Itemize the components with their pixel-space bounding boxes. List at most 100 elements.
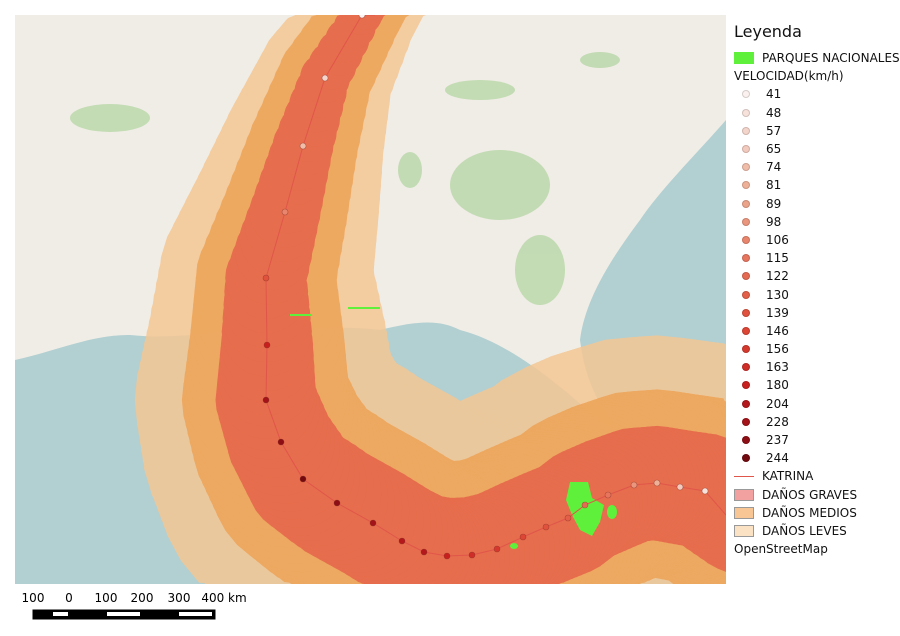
speed-dot-icon: [742, 436, 750, 445]
legend-label: DAÑOS LEVES: [762, 523, 847, 538]
speed-dot-icon: [742, 326, 750, 335]
medios-swatch: [734, 506, 754, 519]
legend-item-speed: 89: [734, 195, 900, 213]
speed-dot-icon: [742, 290, 750, 299]
speed-dot-icon: [742, 145, 750, 154]
legend-item-speed: 237: [734, 431, 900, 449]
legend-label: 180: [766, 378, 789, 393]
track-point[interactable]: [604, 491, 612, 499]
track-point[interactable]: [281, 208, 289, 216]
legend-item-speed: 204: [734, 395, 900, 413]
track-point[interactable]: [468, 551, 476, 559]
speed-dot-icon: [742, 90, 750, 99]
legend-basemap: OpenStreetMap: [734, 542, 828, 557]
scale-label: 0: [65, 591, 73, 605]
track-point[interactable]: [564, 514, 572, 522]
legend-item-graves: DAÑOS GRAVES: [734, 486, 900, 504]
parks-swatch: [734, 52, 754, 65]
legend-label: 115: [766, 251, 789, 266]
legend-item-speed: 48: [734, 104, 900, 122]
legend-item-leves: DAÑOS LEVES: [734, 522, 900, 540]
track-point[interactable]: [299, 142, 307, 150]
legend: Leyenda PARQUES NACIONALES VELOCIDAD(km/…: [734, 20, 900, 558]
track-point[interactable]: [653, 479, 661, 487]
legend-label: 156: [766, 342, 789, 357]
speed-dot-icon: [742, 108, 750, 117]
legend-item-speed: 244: [734, 449, 900, 467]
scale-bar-graphic: [32, 609, 216, 620]
track-point[interactable]: [369, 519, 377, 527]
scale-label: 400 km: [201, 591, 247, 605]
track-point[interactable]: [542, 523, 550, 531]
scale-label: 100: [21, 591, 45, 605]
speed-dot-icon: [742, 454, 750, 463]
leves-swatch: [734, 524, 754, 537]
legend-item-speed: 106: [734, 231, 900, 249]
legend-label: 237: [766, 433, 789, 448]
track-points: [262, 15, 709, 560]
track-point[interactable]: [676, 483, 684, 491]
legend-item-speed: 41: [734, 85, 900, 103]
track-point[interactable]: [493, 545, 501, 553]
legend-label: 130: [766, 287, 789, 302]
track-point[interactable]: [333, 499, 341, 507]
legend-item-speed: 57: [734, 122, 900, 140]
track-point[interactable]: [581, 501, 589, 509]
track-point[interactable]: [321, 74, 329, 82]
legend-label: DAÑOS GRAVES: [762, 487, 858, 502]
speed-dot-icon: [742, 272, 750, 281]
track-line-swatch: [734, 475, 754, 477]
speed-dot-icon: [742, 345, 750, 354]
legend-item-medios: DAÑOS MEDIOS: [734, 504, 900, 522]
legend-item-speed: 74: [734, 158, 900, 176]
forest-areas: [70, 52, 620, 305]
legend-label: 122: [766, 269, 789, 284]
legend-label: 65: [766, 142, 782, 157]
track-point[interactable]: [277, 438, 285, 446]
speed-dot-icon: [742, 363, 750, 372]
legend-item-speed: 65: [734, 140, 900, 158]
legend-label: 48: [766, 105, 782, 120]
legend-label: PARQUES NACIONALES: [762, 51, 900, 66]
legend-label: DAÑOS MEDIOS: [762, 505, 857, 520]
legend-label: 74: [766, 160, 782, 175]
legend-item-speed: 163: [734, 358, 900, 376]
map-svg: [15, 15, 726, 584]
track-point[interactable]: [443, 552, 451, 560]
track-point[interactable]: [420, 548, 428, 556]
map-canvas[interactable]: [15, 15, 726, 584]
track-point[interactable]: [263, 341, 271, 349]
track-point[interactable]: [630, 481, 638, 489]
legend-label: 139: [766, 305, 789, 320]
track-point[interactable]: [262, 274, 270, 282]
track-point[interactable]: [299, 475, 307, 483]
track-point[interactable]: [519, 533, 527, 541]
scale-label: 300: [167, 591, 191, 605]
track-point[interactable]: [701, 487, 709, 495]
legend-item-speed: 156: [734, 340, 900, 358]
speed-dot-icon: [742, 217, 750, 226]
legend-label: 57: [766, 123, 782, 138]
legend-item-speed: 98: [734, 213, 900, 231]
legend-label: 41: [766, 87, 782, 102]
legend-speed-list: 41 48 57 65 74 81 89 98 106 115 122 130 139 146 156 163…: [734, 85, 900, 467]
legend-label: 89: [766, 196, 782, 211]
legend-label: 106: [766, 232, 789, 247]
legend-speed-title: VELOCIDAD(km/h): [734, 69, 844, 84]
speed-dot-icon: [742, 399, 750, 408]
legend-item-speed: 130: [734, 285, 900, 303]
track-point[interactable]: [358, 15, 366, 19]
legend-item-speed: 81: [734, 176, 900, 194]
national-parks: [290, 307, 617, 549]
legend-item-speed: 180: [734, 376, 900, 394]
speed-dot-icon: [742, 126, 750, 135]
speed-dot-icon: [742, 235, 750, 244]
scale-label: 200: [130, 591, 154, 605]
legend-item-speed: 228: [734, 413, 900, 431]
track-point[interactable]: [398, 537, 406, 545]
legend-item-speed: 146: [734, 322, 900, 340]
legend-label: 228: [766, 414, 789, 429]
graves-swatch: [734, 488, 754, 501]
track-point[interactable]: [262, 396, 270, 404]
speed-dot-icon: [742, 381, 750, 390]
